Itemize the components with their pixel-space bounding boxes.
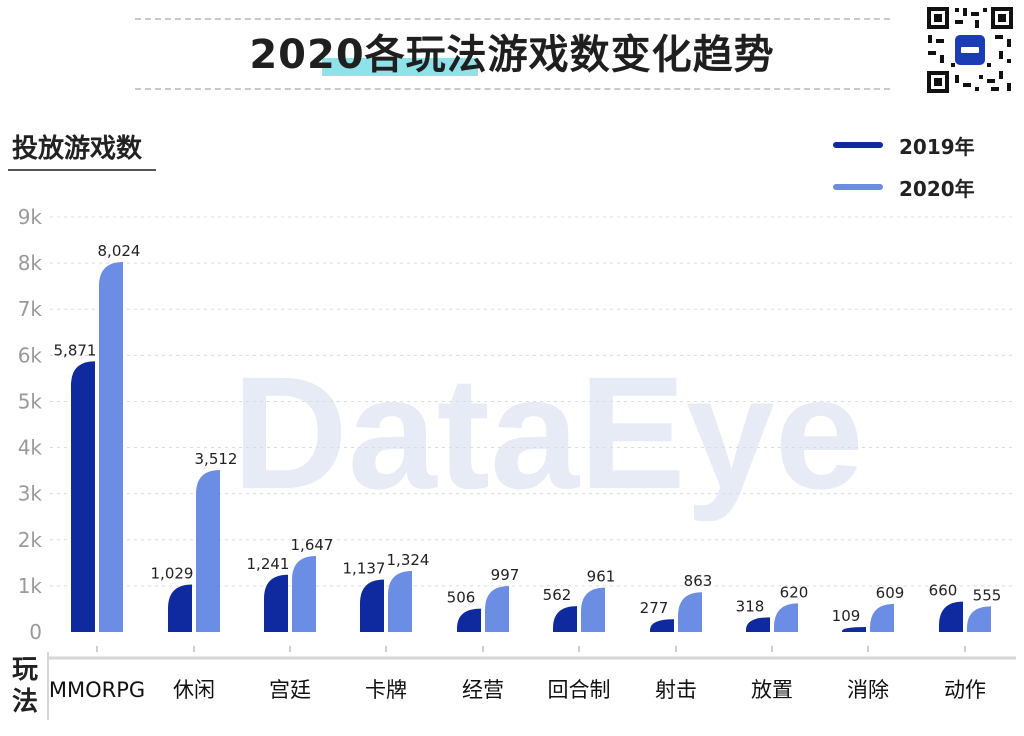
x-category-label: 宫廷 bbox=[269, 678, 311, 702]
y-tick-label: 9k bbox=[18, 205, 43, 229]
value-label-2020: 3,512 bbox=[195, 450, 238, 468]
x-axis-title: 玩 法 bbox=[12, 654, 44, 718]
bar-2020 bbox=[485, 586, 509, 632]
legend-item-2020: 2020年 bbox=[833, 173, 975, 201]
bar-2019 bbox=[457, 608, 481, 632]
x-category-label: 消除 bbox=[847, 678, 889, 702]
x-category-label: MMORPG bbox=[49, 678, 145, 702]
x-axis-title-char-1: 玩 bbox=[12, 655, 39, 685]
value-label-2020: 1,647 bbox=[291, 536, 334, 554]
y-tick-label: 0 bbox=[29, 620, 42, 644]
x-category-label: 回合制 bbox=[548, 678, 611, 702]
page-title: 2020各玩法游戏数变化趋势 bbox=[249, 32, 775, 78]
value-label-2019: 1,241 bbox=[247, 555, 290, 573]
bar-2020 bbox=[967, 606, 991, 632]
bar-2019 bbox=[71, 361, 95, 632]
bar-2019 bbox=[168, 584, 192, 632]
qr-code-icon bbox=[925, 5, 1015, 95]
bar-2019 bbox=[746, 617, 770, 632]
bar-2020 bbox=[581, 587, 605, 632]
x-category-label: 休闲 bbox=[173, 678, 215, 702]
x-category-label: 动作 bbox=[944, 678, 986, 702]
bar-2020 bbox=[774, 603, 798, 632]
y-tick-label: 6k bbox=[18, 343, 43, 367]
value-label-2020: 555 bbox=[973, 586, 1002, 604]
bar-2019 bbox=[842, 626, 866, 632]
bar-2020 bbox=[870, 603, 894, 632]
value-label-2019: 506 bbox=[447, 589, 476, 607]
x-axis-title-char-2: 法 bbox=[12, 687, 39, 717]
value-label-2019: 1,137 bbox=[343, 560, 386, 578]
value-label-2020: 863 bbox=[684, 572, 713, 590]
value-label-2020: 997 bbox=[491, 566, 520, 584]
x-category-label: 卡牌 bbox=[365, 678, 407, 702]
value-label-2020: 961 bbox=[587, 568, 616, 586]
section-underline bbox=[8, 169, 156, 171]
legend-label-2019: 2019年 bbox=[899, 134, 975, 159]
y-tick-label: 7k bbox=[18, 297, 43, 321]
value-label-2019: 660 bbox=[929, 582, 958, 600]
value-label-2020: 620 bbox=[780, 583, 809, 601]
x-category-label: 经营 bbox=[462, 678, 504, 702]
y-tick-label: 5k bbox=[18, 389, 43, 413]
y-tick-label: 3k bbox=[18, 482, 43, 506]
value-label-2019: 5,871 bbox=[54, 341, 97, 359]
value-label-2019: 1,029 bbox=[151, 565, 194, 583]
title-wrap: 2020各玩法游戏数变化趋势 bbox=[0, 22, 1024, 80]
y-tick-label: 2k bbox=[18, 528, 43, 552]
legend-item-2019: 2019年 bbox=[833, 131, 975, 159]
bar-2020 bbox=[292, 556, 316, 632]
bar-layer bbox=[71, 262, 991, 632]
value-label-2019: 562 bbox=[543, 586, 572, 604]
bar-2020 bbox=[678, 592, 702, 632]
value-label-2020: 8,024 bbox=[98, 242, 141, 260]
x-category-label: 放置 bbox=[751, 678, 793, 702]
legend-swatch-2020 bbox=[833, 184, 883, 190]
title-top-rule bbox=[135, 18, 890, 20]
value-label-2020: 1,324 bbox=[387, 551, 430, 569]
title-highlight bbox=[322, 58, 478, 76]
y-tick-label: 1k bbox=[18, 574, 43, 598]
bar-2019 bbox=[650, 619, 674, 632]
bar-2019 bbox=[553, 606, 577, 632]
legend-swatch-2019 bbox=[833, 142, 883, 148]
x-category-label: 射击 bbox=[655, 678, 697, 702]
bar-2019 bbox=[264, 574, 288, 632]
grid-layer bbox=[50, 216, 1016, 587]
bar-2019 bbox=[939, 601, 963, 632]
bar-2020 bbox=[196, 470, 220, 632]
value-label-2019: 277 bbox=[640, 599, 669, 617]
bar-2019 bbox=[360, 579, 384, 632]
section-title: 投放游戏数 bbox=[12, 134, 143, 164]
y-tick-label: 4k bbox=[18, 436, 43, 460]
title-bottom-rule bbox=[135, 88, 890, 90]
bar-2020 bbox=[388, 570, 412, 632]
x-category-layer: MMORPG 休闲 宫廷 卡牌 经营 回合制 射击 放置 消除 动作 bbox=[49, 646, 986, 702]
y-tick-layer: 0 1k 2k 3k 4k 5k 6k 7k 8k 9k bbox=[18, 205, 43, 644]
watermark-logo: DataEye bbox=[232, 343, 863, 522]
value-label-2019: 109 bbox=[832, 607, 861, 625]
value-label-2019: 318 bbox=[736, 597, 765, 615]
value-label-2020: 609 bbox=[876, 584, 905, 602]
y-tick-label: 8k bbox=[18, 251, 43, 275]
legend-label-2020: 2020年 bbox=[899, 176, 975, 201]
bar-2020 bbox=[99, 262, 123, 632]
